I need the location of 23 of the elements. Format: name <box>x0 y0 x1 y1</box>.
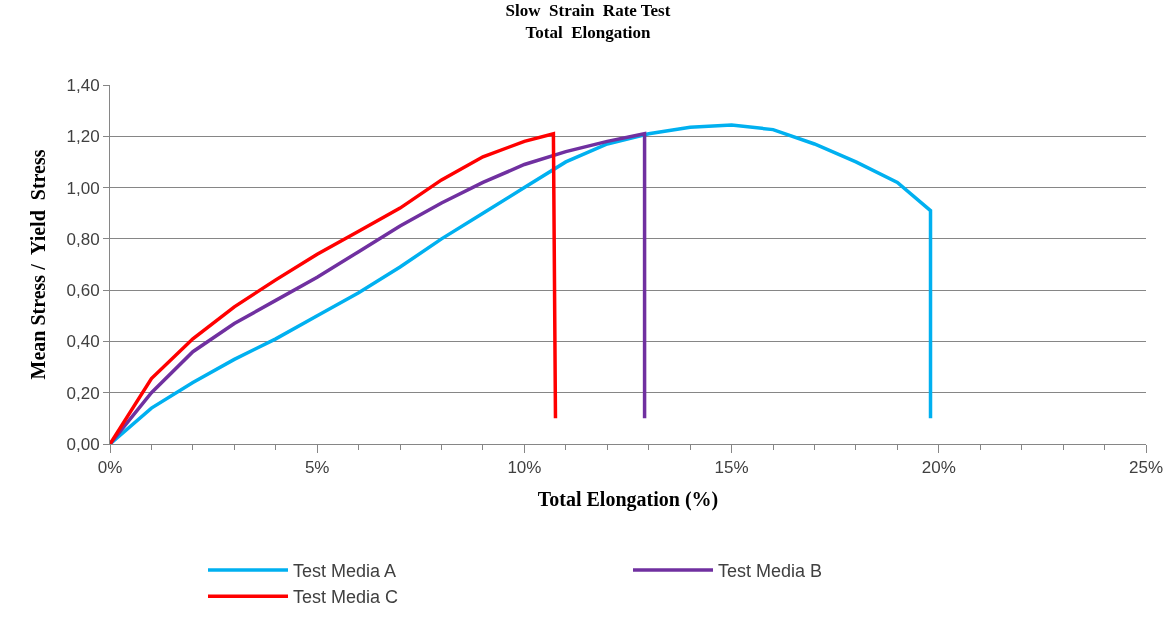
legend-label: Test Media A <box>293 560 397 581</box>
x-tick-label: 20% <box>921 458 956 478</box>
y-tick-label: 0,20 <box>66 383 100 403</box>
y-tick-label: 0,00 <box>66 434 100 454</box>
x-tick-label: 15% <box>714 458 749 478</box>
y-tick-label: 1,00 <box>66 178 100 198</box>
line-series <box>110 123 933 444</box>
y-tick-label: 0,60 <box>66 281 100 301</box>
line-series <box>110 131 647 444</box>
x-axis-title: Total Elongation (%) <box>537 487 719 511</box>
legend-label: Test Media C <box>293 587 399 608</box>
line-series <box>110 131 558 444</box>
x-tick-label: 0% <box>97 458 123 478</box>
y-axis-title: Mean Stress / Yield Stress <box>27 149 50 380</box>
y-tick-label: 1,40 <box>66 75 100 95</box>
y-tick-label: 1,20 <box>66 127 100 147</box>
chart-title: Slow Strain Rate Test Total Elongation <box>505 0 671 42</box>
x-tick-label: 25% <box>1128 458 1164 478</box>
y-tick-label: 0,40 <box>66 332 100 352</box>
x-tick-label: 5% <box>304 458 330 478</box>
legend-label: Test Media B <box>718 560 823 581</box>
x-tick-label: 10% <box>507 458 542 478</box>
y-tick-label: 0,80 <box>66 229 100 249</box>
